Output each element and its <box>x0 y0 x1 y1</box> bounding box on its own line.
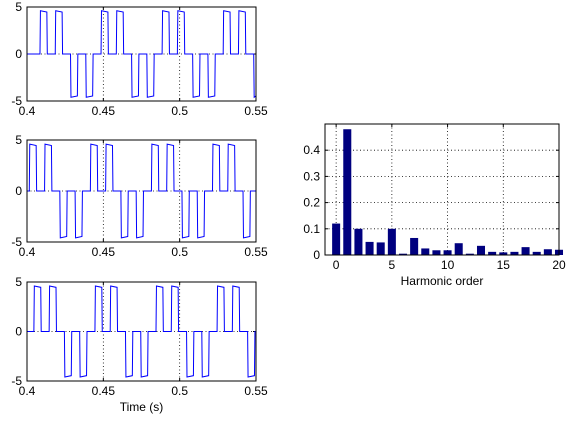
x-tick-label: 0.55 <box>244 245 268 259</box>
voltage-plot-3: 0.4 0.45 0.5 0.55 -5 0 5 Time (s) <box>11 275 268 414</box>
x-tick-label: 0.4 <box>19 245 36 259</box>
y-tick-label: 5 <box>15 275 22 289</box>
harmonic-spectrum-chart: 0 5 10 15 20 0 0.1 0.2 0.3 0.4 Harmonic order <box>303 123 566 288</box>
harmonic-bar <box>332 223 341 255</box>
voltage-series-line <box>27 10 257 99</box>
y-tick-label: -5 <box>11 235 22 249</box>
harmonic-bar <box>410 237 419 255</box>
y-tick-label: 5 <box>15 133 22 147</box>
y-tick-label: 0 <box>15 184 22 198</box>
x-tick-label: 0.5 <box>171 245 188 259</box>
x-tick-label: 0.5 <box>171 104 188 118</box>
harmonic-bar <box>365 241 374 255</box>
y-tick-label: 0 <box>15 325 22 339</box>
y-tick-label: -5 <box>11 94 22 108</box>
harmonic-bar <box>476 245 486 255</box>
voltage-series-line <box>27 143 256 239</box>
harmonic-bar <box>432 250 441 255</box>
x-tick-label: 0.5 <box>171 384 188 398</box>
harmonic-bar <box>376 242 385 255</box>
harmonic-bar <box>465 253 474 255</box>
x-tick-label: 0.45 <box>92 384 116 398</box>
plot-frame <box>324 123 560 256</box>
harmonic-bar <box>343 129 352 255</box>
harmonic-bar <box>543 249 552 255</box>
x-tick-label: 20 <box>552 258 566 272</box>
harmonic-bar <box>443 250 452 255</box>
x-tick-label: 10 <box>441 258 455 272</box>
voltage-series-line <box>27 285 256 378</box>
y-tick-label: 0.3 <box>303 169 320 183</box>
x-tick-label: 5 <box>389 258 396 272</box>
x-tick-label: 0 <box>333 258 340 272</box>
x-axis-label: Harmonic order <box>401 274 484 288</box>
harmonic-bar <box>499 252 508 255</box>
plot-frame <box>26 281 257 382</box>
harmonic-bar <box>488 251 497 255</box>
harmonic-bar <box>510 251 519 255</box>
harmonic-bar <box>521 247 530 255</box>
y-tick-label: -5 <box>11 374 22 388</box>
y-tick-label: 0.4 <box>303 143 320 157</box>
y-tick-label: 0 <box>15 47 22 61</box>
harmonic-bar <box>398 253 408 255</box>
x-tick-label: 0.4 <box>19 384 36 398</box>
x-tick-label: 0.55 <box>244 384 268 398</box>
y-tick-label: 0.1 <box>303 222 320 236</box>
x-tick-label: 0.45 <box>92 245 116 259</box>
voltage-plot-2: 0.4 0.45 0.5 0.55 -5 0 5 <box>11 133 268 259</box>
voltage-plot-1: 0.4 0.45 0.5 0.55 -5 0 5 <box>11 0 268 118</box>
harmonic-bar <box>387 228 396 255</box>
y-tick-label: 0.2 <box>303 196 320 210</box>
x-tick-label: 15 <box>497 258 511 272</box>
harmonic-bar <box>421 248 430 255</box>
harmonic-bar <box>532 251 541 255</box>
plot-frame <box>26 139 257 243</box>
x-tick-label: 0.45 <box>92 104 116 118</box>
harmonic-bar <box>454 243 463 255</box>
y-tick-label: 0 <box>313 248 320 262</box>
plot-frame <box>26 6 257 102</box>
x-axis-label: Time (s) <box>120 400 164 414</box>
y-tick-label: 5 <box>15 0 22 14</box>
x-tick-label: 0.55 <box>244 104 268 118</box>
x-tick-label: 0.4 <box>19 104 36 118</box>
harmonic-bar <box>354 228 363 255</box>
